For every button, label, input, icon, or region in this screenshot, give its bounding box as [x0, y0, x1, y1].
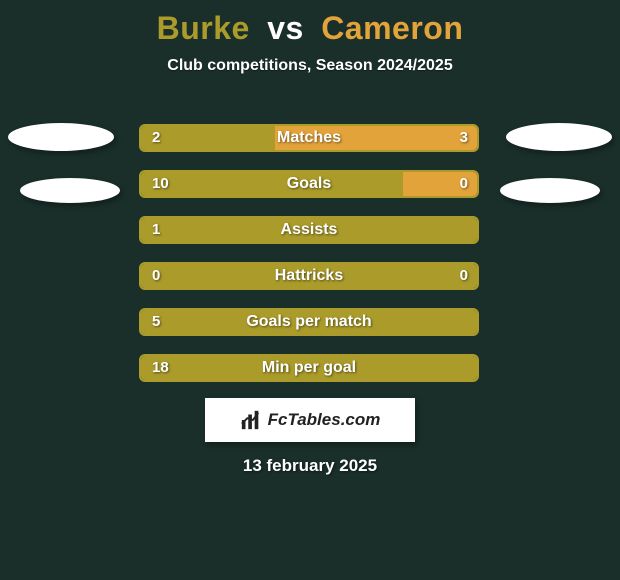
stat-bar-track	[139, 262, 479, 290]
stat-row: Matches23	[0, 115, 620, 161]
stat-bar-left	[141, 356, 477, 380]
logo-box: FcTables.com	[205, 398, 415, 442]
date: 13 february 2025	[0, 456, 620, 476]
subtitle: Club competitions, Season 2024/2025	[0, 57, 620, 75]
stat-bar-left	[141, 264, 477, 288]
title-player2: Cameron	[321, 10, 463, 46]
comparison-infographic: Burke vs Cameron Club competitions, Seas…	[0, 0, 620, 580]
stat-bar-track	[139, 124, 479, 152]
stat-row: Assists1	[0, 207, 620, 253]
page-title: Burke vs Cameron	[0, 0, 620, 47]
stat-row: Min per goal18	[0, 345, 620, 391]
stat-bar-right	[403, 172, 477, 196]
stat-bar-track	[139, 216, 479, 244]
stat-bar-left	[141, 310, 477, 334]
title-vs: vs	[267, 10, 304, 46]
stat-bar-right	[275, 126, 477, 150]
chart-icon	[240, 409, 262, 431]
stat-bar-track	[139, 354, 479, 382]
stat-bar-left	[141, 172, 403, 196]
stat-bar-left	[141, 126, 275, 150]
stat-row: Hattricks00	[0, 253, 620, 299]
stats-area: Matches23Goals100Assists1Hattricks00Goal…	[0, 115, 620, 391]
stat-row: Goals100	[0, 161, 620, 207]
stat-bar-left	[141, 218, 477, 242]
logo-text: FcTables.com	[268, 410, 381, 430]
stat-bar-track	[139, 170, 479, 198]
stat-bar-track	[139, 308, 479, 336]
stat-row: Goals per match5	[0, 299, 620, 345]
title-player1: Burke	[157, 10, 250, 46]
